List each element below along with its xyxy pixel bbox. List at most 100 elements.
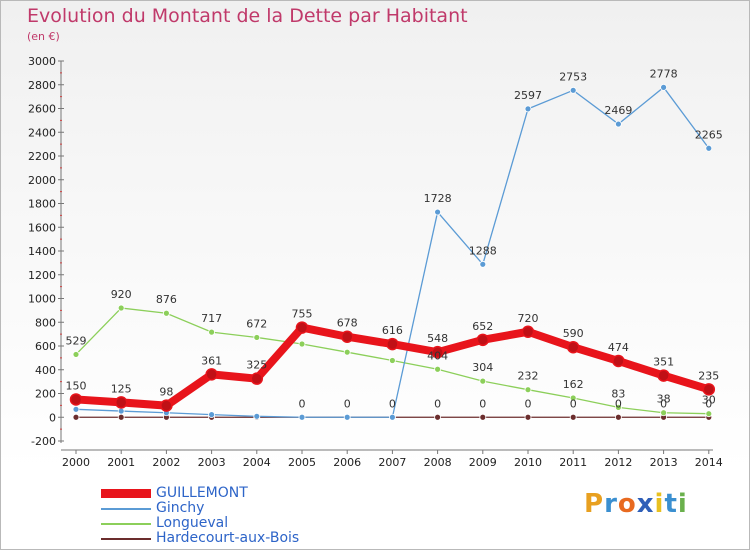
data-point [343,348,351,356]
data-label: 304 [472,361,493,374]
y-tick-label: 2000 [28,174,56,187]
x-tick-label: 2005 [288,456,316,469]
data-point [521,325,535,338]
x-tick-label: 2003 [198,456,226,469]
data-point [660,409,667,417]
data-point [434,365,442,373]
data-label: 876 [156,293,177,306]
data-label: 0 [389,397,396,410]
data-label: 616 [382,324,403,337]
data-point [431,345,444,359]
legend-swatch-longueval [101,523,151,525]
data-point [705,144,713,152]
y-tick-label: 200 [35,388,56,401]
legend-swatch-hardecourt [101,538,151,540]
data-label: 678 [337,317,358,330]
data-label: 0 [344,397,351,410]
data-label: 0 [525,397,532,410]
chart-title: Evolution du Montant de la Dette par Hab… [27,5,468,27]
data-point [295,321,309,334]
x-tick-label: 2004 [243,456,271,469]
y-tick-label: 2600 [28,103,56,116]
data-point [434,208,442,216]
x-tick-label: 2011 [559,456,587,469]
y-tick-label: 400 [35,364,56,377]
legend-swatch-guillemont [101,489,151,498]
data-label: 125 [111,382,132,395]
y-tick-label: 1200 [28,269,56,282]
proxiti-logo: Proxiti [584,489,688,519]
y-tick-label: 800 [35,316,56,329]
data-point [434,413,442,421]
data-label: 0 [705,397,712,410]
data-label: 361 [201,354,222,367]
y-tick-label: 0 [49,411,56,424]
data-label: 672 [246,317,267,330]
data-label: 83 [611,387,625,400]
x-tick-label: 2014 [695,456,723,469]
data-point [615,413,622,421]
data-label: 232 [518,370,539,383]
data-label: 1288 [469,244,497,257]
data-point [117,304,125,312]
data-point [117,413,125,421]
data-label: 30 [702,394,716,407]
y-tick-label: 1000 [28,293,56,306]
x-tick-label: 2007 [378,456,406,469]
data-label: 2753 [559,70,587,83]
y-tick-label: -200 [31,435,56,448]
x-tick-label: 2006 [333,456,361,469]
y-tick-label: 1800 [28,198,56,211]
data-label: 2265 [695,128,723,141]
data-label: 235 [698,369,719,382]
data-label: 720 [518,312,539,325]
y-tick-label: 2400 [28,126,56,139]
data-label: 652 [472,320,493,333]
x-tick-label: 2002 [152,456,180,469]
legend-label: GUILLEMONT [156,485,248,501]
data-point [343,413,351,421]
data-label: 150 [66,379,87,392]
data-label: 325 [246,359,267,372]
data-point [615,403,622,411]
legend-label: Hardecourt-aux-Bois [156,530,300,546]
data-label: 162 [563,378,584,391]
data-point [615,120,622,128]
data-point [702,383,716,396]
data-point [388,413,396,421]
legend-label: Longueval [156,515,229,531]
data-point [479,260,487,268]
x-tick-label: 2010 [514,456,542,469]
data-point [479,377,487,385]
legend-swatch-ginchy [101,508,151,510]
data-label: 755 [292,308,313,321]
x-tick-label: 2001 [107,456,135,469]
data-label: 2469 [604,104,632,117]
y-tick-label: 2200 [28,150,56,163]
data-point [524,386,532,394]
y-tick-label: 600 [35,340,56,353]
data-point [566,340,580,354]
data-label: 404 [427,349,448,362]
data-label: 2778 [650,67,678,80]
data-label: 590 [563,327,584,340]
data-label: 2597 [514,89,542,102]
x-tick-label: 2009 [469,456,497,469]
data-point [160,399,173,412]
data-label: 0 [660,397,667,410]
data-point [69,393,83,406]
data-point [569,86,577,94]
data-point [705,410,713,418]
data-point [298,340,306,348]
data-point [524,105,532,113]
data-point [388,357,396,364]
data-point [524,413,532,421]
data-point [569,413,577,421]
x-tick-label: 2000 [62,456,90,469]
x-tick-label: 2012 [604,456,632,469]
x-tick-label: 2013 [650,456,678,469]
data-label: 717 [201,312,222,325]
data-point [569,394,577,402]
data-label: 529 [66,334,87,347]
